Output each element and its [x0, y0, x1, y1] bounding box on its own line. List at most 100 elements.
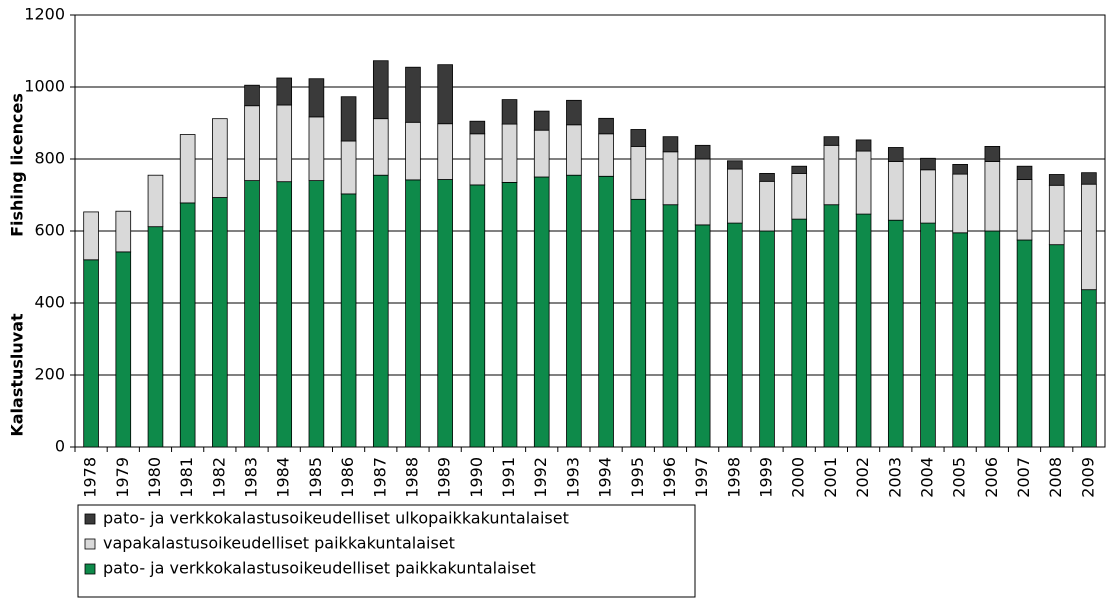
bar-segment [212, 197, 228, 448]
x-tick-label: 1997 [692, 457, 711, 498]
bar-segment [501, 181, 518, 448]
bar-segment [920, 222, 936, 448]
x-tick-label: 2007 [1014, 457, 1033, 498]
bar-segment [566, 99, 582, 126]
bar-segment [823, 204, 840, 448]
y-tick-label: 1000 [24, 77, 65, 96]
x-tick-label: 1991 [499, 457, 518, 498]
bar-segment [83, 259, 99, 448]
bar-segment [1016, 179, 1033, 241]
y-axis-label: Kalastusluvat [8, 313, 27, 437]
x-tick-label: 1981 [177, 457, 196, 498]
x-tick-label: 1999 [757, 457, 776, 498]
x-tick-label: 2003 [885, 457, 904, 498]
bar-segment [147, 226, 164, 448]
bar-segment [662, 136, 679, 153]
bar-segment [244, 84, 260, 107]
bar-segment [405, 179, 421, 448]
x-tick-label: 1998 [724, 457, 743, 498]
x-tick-label: 1983 [242, 457, 261, 498]
x-tick-label: 2008 [1046, 457, 1065, 498]
bar-segment [437, 123, 453, 180]
y-axis-label: Fishing licences [8, 93, 27, 237]
bar-segment [759, 172, 775, 182]
legend-box [77, 504, 696, 598]
x-tick-label: 2000 [789, 457, 808, 498]
bar-segment [533, 129, 550, 178]
bar-segment [952, 163, 968, 175]
legend-label: pato- ja verkkokalastusoikeudelliset pai… [103, 559, 536, 578]
bar-segment [984, 161, 1001, 232]
bar-segment [791, 218, 808, 448]
bar-segment [887, 161, 904, 221]
bar-segment [533, 176, 550, 448]
x-tick-label: 2005 [950, 457, 969, 498]
bar-segment [308, 116, 325, 181]
bar-segment [437, 179, 453, 448]
legend-swatch [84, 538, 96, 550]
bar-segment [83, 211, 99, 261]
bar-segment [920, 157, 936, 171]
bar-segment [598, 133, 614, 177]
bar-segment [855, 150, 872, 215]
bar-segment [115, 210, 132, 253]
bar-segment [727, 222, 743, 448]
bar-segment [405, 121, 421, 181]
bar-segment [1048, 174, 1065, 186]
x-tick-label: 1979 [113, 457, 132, 498]
bar-segment [405, 66, 421, 123]
y-tick-label: 600 [34, 221, 65, 240]
bar-segment [1081, 289, 1097, 448]
bar-segment [727, 168, 743, 224]
bar-segment [694, 158, 711, 226]
x-tick-label: 2004 [917, 457, 936, 498]
bar-segment [1048, 244, 1065, 448]
bar-segment [469, 184, 486, 448]
legend-swatch [84, 513, 96, 525]
x-tick-label: 1989 [435, 457, 454, 498]
legend-label: vapakalastusoikeudelliset paikkakuntalai… [103, 534, 455, 553]
y-tick-label: 200 [34, 365, 65, 384]
y-tick-label: 1200 [24, 5, 65, 24]
bar-segment [630, 145, 647, 200]
x-tick-label: 2009 [1078, 457, 1097, 498]
bar-segment [855, 139, 872, 152]
bar-segment [887, 147, 904, 162]
bar-segment [1016, 239, 1033, 448]
bar-segment [984, 230, 1001, 448]
bar-segment [469, 133, 486, 186]
bar-segment [533, 110, 550, 131]
x-tick-label: 1992 [531, 457, 550, 498]
x-tick-label: 1986 [338, 457, 357, 498]
y-tick-label: 400 [34, 293, 65, 312]
x-tick-label: 2001 [821, 457, 840, 498]
x-tick-label: 1980 [145, 457, 164, 498]
bar-segment [1016, 165, 1033, 180]
bar-segment [662, 204, 679, 448]
x-tick-label: 1990 [467, 457, 486, 498]
bar-segment [952, 232, 968, 448]
bar-segment [212, 118, 228, 198]
x-tick-label: 1994 [596, 457, 615, 498]
x-tick-label: 1993 [563, 457, 582, 498]
bar-segment [791, 172, 808, 220]
bar-segment [244, 180, 260, 448]
bar-segment [952, 173, 968, 234]
bar-segment [340, 140, 357, 195]
bar-segment [598, 175, 614, 448]
x-tick-label: 2006 [982, 457, 1001, 498]
bar-segment [1081, 172, 1097, 185]
bar-segment [276, 181, 293, 448]
bar-segment [759, 230, 775, 448]
bar-segment [372, 174, 389, 448]
bar-segment [340, 96, 357, 142]
bar-segment [791, 165, 808, 174]
bar-segment [372, 118, 389, 176]
bar-segment [566, 174, 582, 448]
x-tick-label: 1988 [402, 457, 421, 498]
bar-segment [759, 180, 775, 232]
bar-segment [179, 202, 196, 448]
x-tick-label: 1996 [660, 457, 679, 498]
bar-segment [308, 78, 325, 118]
